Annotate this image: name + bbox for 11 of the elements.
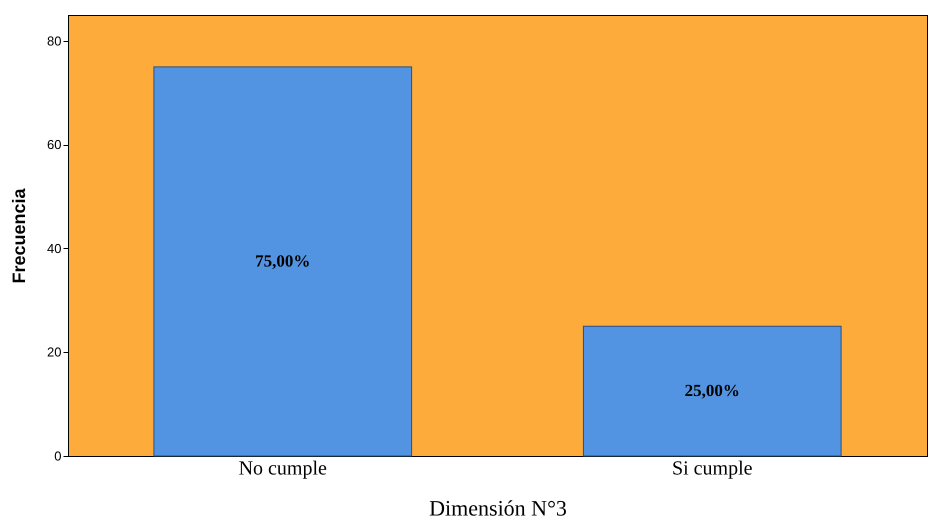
data-label: 75,00% — [255, 251, 310, 270]
y-tick-label: 20 — [47, 344, 62, 360]
y-tick-label: 60 — [47, 137, 62, 152]
y-axis-title: Frecuencia — [9, 187, 30, 284]
y-tick-label: 0 — [54, 448, 62, 464]
x-tick-label: No cumple — [238, 458, 328, 480]
x-tick-label: Si cumple — [672, 458, 753, 480]
y-tick-label: 80 — [47, 33, 62, 48]
x-axis-title: Dimensión N°3 — [429, 496, 567, 520]
y-tick-label: 40 — [47, 240, 62, 256]
data-label: 25,00% — [684, 381, 740, 400]
